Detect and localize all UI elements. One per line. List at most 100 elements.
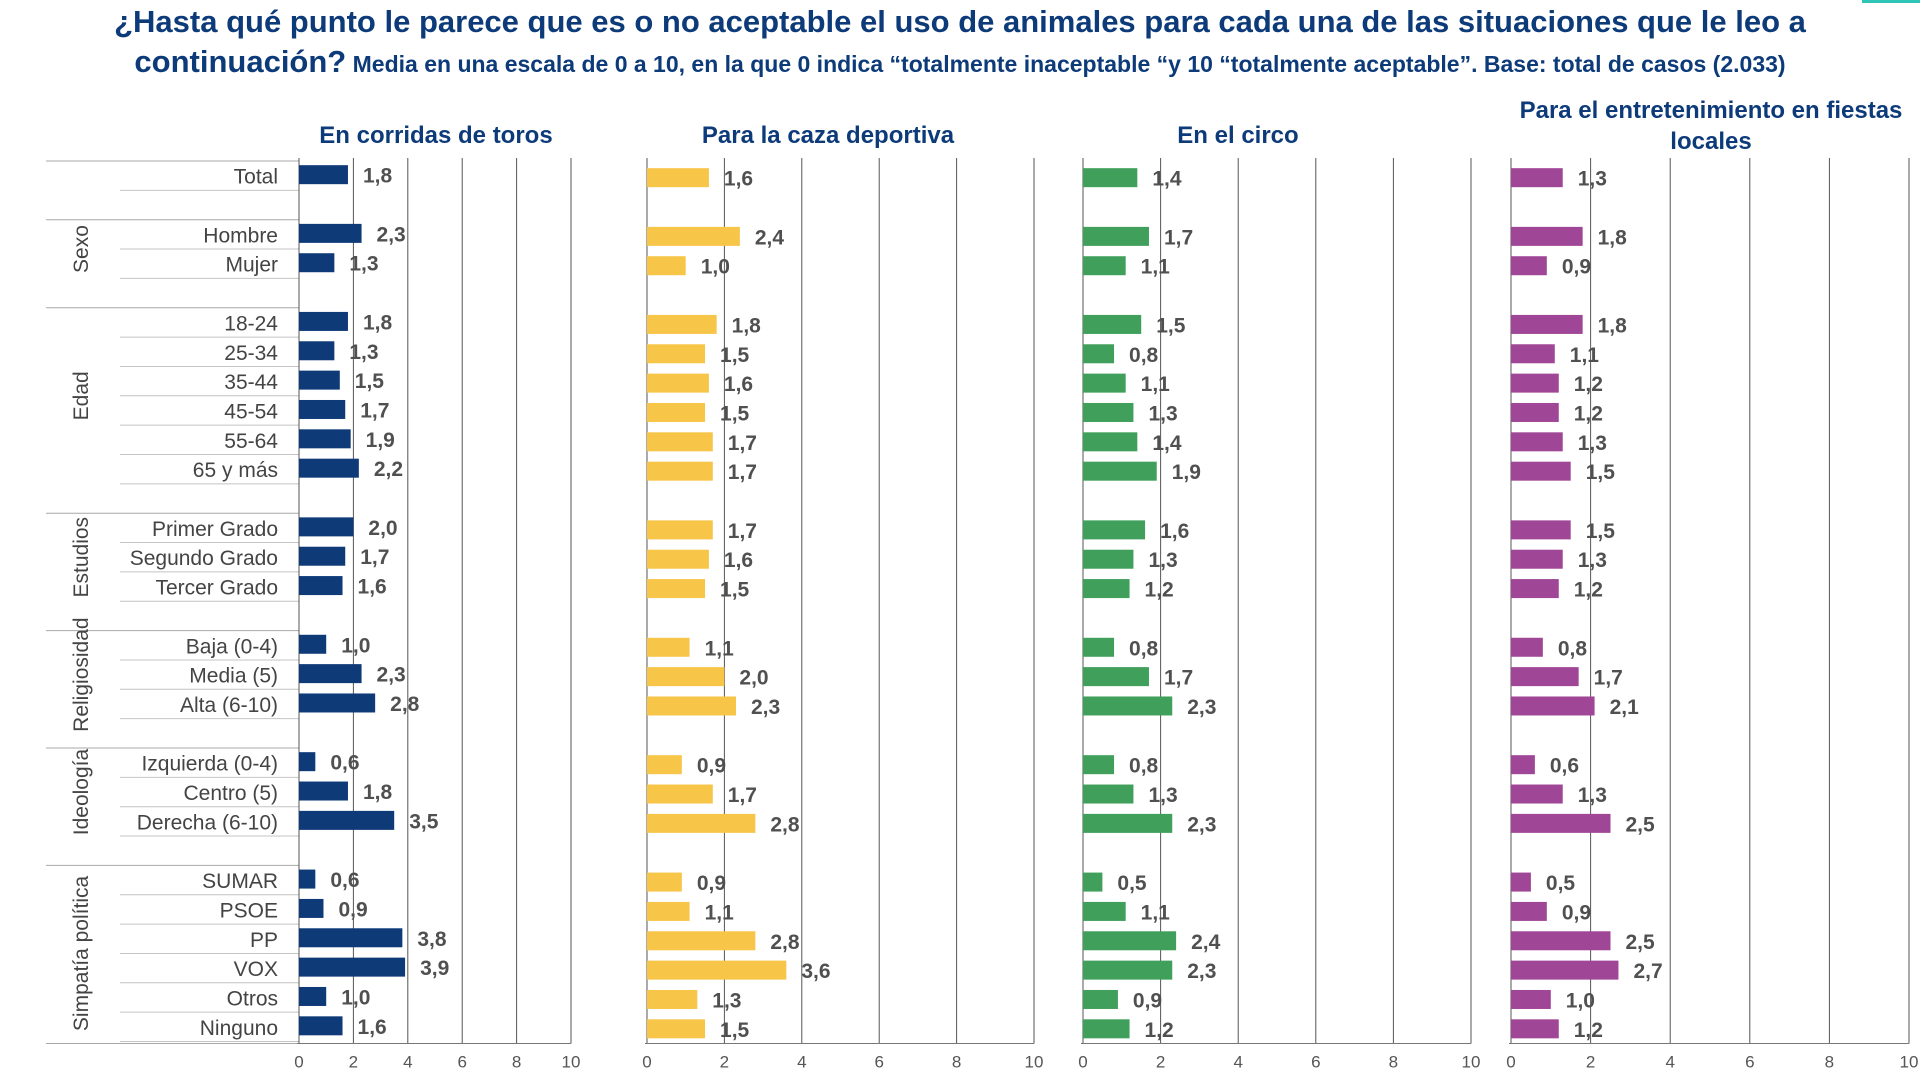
value-label-1-25-34: 1,5 [720,344,750,367]
bar-3-55-64 [1511,432,1563,452]
value-label-0-55-64: 1,9 [366,429,395,452]
bar-2-vox [1083,960,1173,980]
bar-3-derecha-6-10 [1511,813,1611,833]
bar-3-35-44 [1511,373,1559,393]
row-label-izquierda-0-4: Izquierda (0-4) [141,753,278,776]
bar-3-otros [1511,989,1551,1009]
value-label-1-centro-5: 1,7 [728,784,757,807]
bar-3-mujer [1511,256,1547,276]
row-label-ninguno: Ninguno [200,1017,278,1040]
value-label-0-alta-6-10: 2,8 [390,693,420,716]
value-label-2-baja-0-4: 0,8 [1129,637,1159,660]
bar-2-derecha-6-10 [1083,813,1173,833]
tick-label-3-0: 0 [1506,1053,1515,1072]
value-label-0-primer-grado: 2,0 [368,517,397,540]
value-label-0-izquierda-0-4: 0,6 [330,752,359,775]
bar-0-hombre [299,223,362,243]
value-label-0-mujer: 1,3 [349,253,378,276]
bar-1-sumar [647,872,682,892]
bar-1-primer-grado [647,520,713,540]
bar-1-35-44 [647,373,709,393]
value-label-2-psoe: 1,1 [1141,901,1171,924]
tick-label-2-2: 2 [1156,1053,1165,1072]
bar-2-35-44 [1083,373,1126,393]
tick-label-0-4: 4 [403,1053,412,1072]
row-label-pp: PP [250,929,278,952]
tick-label-0-2: 2 [349,1053,358,1072]
tick-label-2-6: 6 [1311,1053,1320,1072]
bar-3-alta-6-10 [1511,696,1595,716]
bar-3-segundo-grado [1511,549,1563,569]
value-label-3-45-54: 1,2 [1574,402,1603,425]
row-label-media-5: Media (5) [189,665,278,688]
tick-label-1-8: 8 [952,1053,961,1072]
value-label-3-centro-5: 1,3 [1578,784,1607,807]
accent-bar [1862,0,1920,3]
value-label-2-18-24: 1,5 [1156,314,1186,337]
bar-1-18-24 [647,314,717,334]
value-label-2-segundo-grado: 1,3 [1148,549,1177,572]
row-label-tercer-grado: Tercer Grado [155,577,278,600]
value-label-2-45-54: 1,3 [1148,402,1177,425]
bar-2-primer-grado [1083,520,1146,540]
value-label-3-tercer-grado: 1,2 [1574,579,1603,602]
bar-3-18-24 [1511,314,1583,334]
bar-3-ninguno [1511,1019,1559,1039]
value-label-2-centro-5: 1,3 [1148,784,1177,807]
value-label-1-18-24: 1,8 [732,314,762,337]
bar-1-tercer-grado [647,579,706,599]
value-label-1-izquierda-0-4: 0,9 [697,755,726,778]
bar-0-baja-0-4 [299,634,327,654]
bar-0-45-54 [299,399,346,419]
bar-3-baja-0-4 [1511,637,1543,657]
tick-label-2-10: 10 [1462,1053,1481,1072]
value-label-2-alta-6-10: 2,3 [1187,696,1216,719]
bar-3-primer-grado [1511,520,1571,540]
tick-label-2-0: 0 [1078,1053,1087,1072]
value-label-0-baja-0-4: 1,0 [341,634,370,657]
value-label-0-centro-5: 1,8 [363,781,393,804]
bar-0-55-64 [299,429,351,449]
value-label-1-derecha-6-10: 2,8 [770,813,800,836]
value-label-0-derecha-6-10: 3,5 [409,810,439,833]
value-label-1-vox: 3,6 [801,960,830,983]
tick-label-1-2: 2 [720,1053,729,1072]
bar-2-45-54 [1083,402,1134,422]
group-label-religiosidad: Religiosidad [70,617,93,731]
value-label-0-ninguno: 1,6 [358,1016,387,1039]
value-label-3-ninguno: 1,2 [1574,1019,1603,1042]
bar-0-alta-6-10 [299,693,376,713]
group-label-edad: Edad [70,371,93,420]
value-label-2-hombre: 1,7 [1164,226,1193,249]
tick-label-0-0: 0 [294,1053,303,1072]
value-label-0-psoe: 0,9 [338,898,367,921]
panel-title-0: En corridas de toros [319,122,552,149]
value-label-3-media-5: 1,7 [1594,667,1623,690]
value-label-3-vox: 2,7 [1633,960,1662,983]
bar-0-18-24 [299,311,348,331]
value-label-0-tercer-grado: 1,6 [358,576,387,599]
bar-0-segundo-grado [299,546,346,566]
bar-1-vox [647,960,787,980]
bar-0-ninguno [299,1016,343,1036]
bar-1-25-34 [647,344,706,364]
value-label-1-segundo-grado: 1,6 [724,549,753,572]
value-label-3-segundo-grado: 1,3 [1578,549,1607,572]
chart-subtitle: Media en una escala de 0 a 10, en la que… [346,51,1786,77]
value-label-2-55-64: 1,4 [1152,432,1182,455]
bar-3-sumar [1511,872,1531,892]
chart-title-line1: ¿Hasta qué punto le parece que es o no a… [114,4,1806,39]
value-label-1-primer-grado: 1,7 [728,520,757,543]
bar-0-35-44 [299,370,340,390]
bar-0-otros [299,986,327,1006]
value-label-2-pp: 2,4 [1191,931,1221,954]
row-label-derecha-6-10: Derecha (6-10) [137,811,278,834]
row-label-mujer: Mujer [225,254,278,277]
row-label-hombre: Hombre [203,224,278,247]
bar-3-65-y-mas [1511,461,1571,481]
bar-2-total [1083,168,1138,188]
value-label-1-media-5: 2,0 [739,667,768,690]
value-label-0-sumar: 0,6 [330,869,359,892]
value-label-3-55-64: 1,3 [1578,432,1607,455]
